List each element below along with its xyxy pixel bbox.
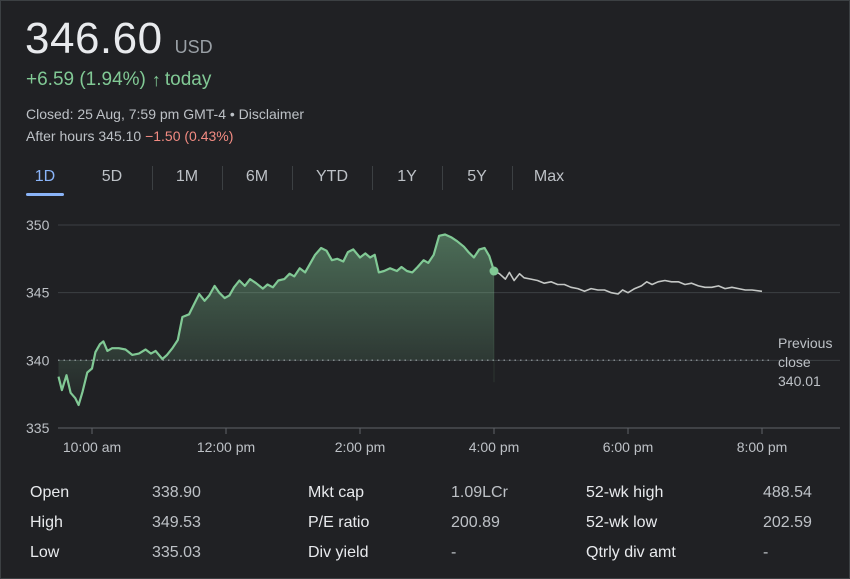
regular-session-area [58,234,494,405]
x-tick-label: 10:00 am [63,439,121,455]
change-value: +6.59 (1.94%) [26,69,146,90]
x-tick-label: 6:00 pm [603,439,654,455]
stat-52wk-high-value: 488.54 [763,484,812,501]
tab-ytd[interactable]: YTD [292,162,372,196]
stat-low-value: 335.03 [152,544,201,561]
x-tick-label: 12:00 pm [197,439,255,455]
stat-pe-value: 200.89 [451,514,500,531]
tab-max[interactable]: Max [512,162,586,196]
stat-open-value: 338.90 [152,484,201,501]
close-marker-dot [489,266,499,276]
stat-mktcap-label: Mkt cap [308,484,365,501]
y-tick-label: 350 [26,217,50,233]
stat-low-label: Low [30,544,60,561]
currency-label: USD [174,37,213,57]
price-header: 346.60 USD [25,14,213,64]
stat-qtrly-div-value: - [763,544,769,561]
stat-open-label: Open [30,484,70,501]
y-tick-label: 340 [26,352,50,368]
price-chart[interactable]: 350 345 340 335 10:00 am 12:00 pm 2:00 pm 4:00 … [0,210,850,460]
stat-52wk-low-value: 202.59 [763,514,812,531]
regular-session-line [57,233,496,407]
x-tick-label: 2:00 pm [335,439,386,455]
previous-close-label: Previous [778,335,832,351]
arrow-up-icon: ↑ [151,69,161,90]
previous-close-value: 340.01 [778,373,821,389]
current-price: 346.60 [25,14,163,63]
stat-qtrly-div-label: Qtrly div amt [586,544,676,561]
previous-close-label: close [778,354,811,370]
change-period: today [164,69,212,90]
after-hours-line [493,270,763,295]
stat-divyield-value: - [451,544,457,561]
after-hours-change: −1.50 (0.43%) [145,128,234,144]
price-chart-svg: 350 345 340 335 10:00 am 12:00 pm 2:00 pm 4:00 … [26,217,840,455]
after-hours-price: After hours 345.10 [26,128,142,144]
tab-1m[interactable]: 1M [152,162,222,196]
stat-pe-label: P/E ratio [308,514,370,531]
after-hours-row: After hours 345.10 −1.50 (0.43%) [26,128,233,144]
range-tabs: 1D 5D 1M 6M YTD 1Y 5Y Max [22,162,586,196]
session-divider [493,271,495,383]
tab-1d[interactable]: 1D [22,162,68,196]
stat-52wk-high-label: 52-wk high [586,484,664,501]
stat-high-value: 349.53 [152,514,201,531]
stat-52wk-low-label: 52-wk low [586,514,658,531]
stat-divyield-label: Div yield [308,544,369,561]
x-tick-label: 4:00 pm [469,439,520,455]
tab-6m[interactable]: 6M [222,162,292,196]
x-tick-label: 8:00 pm [737,439,788,455]
tab-1y[interactable]: 1Y [372,162,442,196]
y-tick-label: 335 [26,420,50,436]
stat-high-label: High [30,514,63,531]
y-tick-label: 345 [26,285,50,301]
daily-change: +6.59 (1.94%) ↑ today [26,69,211,91]
tab-5y[interactable]: 5Y [442,162,512,196]
market-closed-note: Closed: 25 Aug, 7:59 pm GMT-4 • Disclaim… [26,106,305,122]
stat-mktcap-value: 1.09LCr [451,484,508,501]
tab-5d[interactable]: 5D [101,168,123,185]
